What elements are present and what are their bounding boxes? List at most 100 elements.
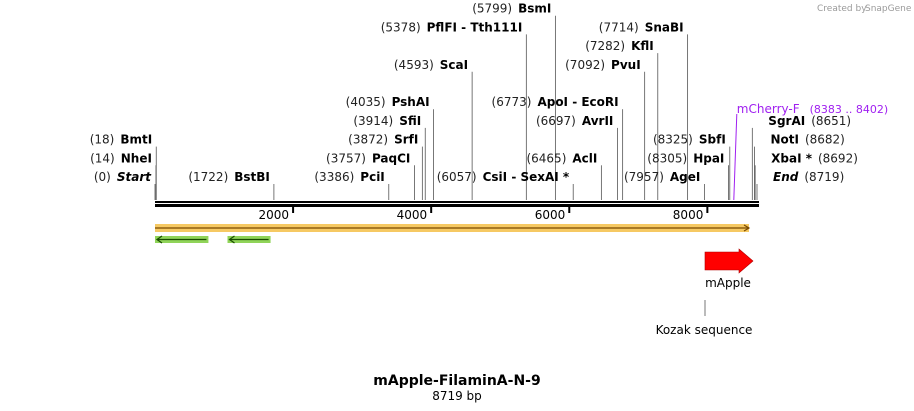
site-avrii[interactable]: AvrII (6697) [536, 114, 613, 128]
feature-label: mApple [705, 276, 751, 290]
credit: Created by SnapGene [817, 4, 912, 14]
site-hpai[interactable]: HpaI (8305) [647, 151, 724, 165]
site-name: AclI [572, 151, 597, 165]
primer-name: mCherry-F [737, 102, 800, 116]
feature-kozak-sequence[interactable]: Kozak sequence [656, 300, 753, 337]
site-position: (8682) [805, 133, 845, 147]
site-position: (6697) [536, 114, 576, 128]
site-lines [154, 15, 758, 200]
primer-line [733, 113, 738, 201]
site-name: AvrII [582, 114, 614, 128]
site-pshai[interactable]: PshAI (4035) [346, 95, 430, 109]
site-position: (6773) [492, 95, 532, 109]
primer-range: (8383 .. 8402) [810, 103, 889, 116]
primer-mcherry-f[interactable]: mCherry-F (8383 .. 8402) [737, 102, 888, 116]
site-name: CsiI - SexAI * [483, 170, 570, 184]
site-xbai-[interactable]: XbaI * (8692) [771, 151, 858, 165]
site-noti[interactable]: NotI (8682) [770, 133, 844, 147]
site-name: PaqCI [372, 151, 410, 165]
map-title: mApple-FilaminA-N-9 [373, 373, 540, 389]
site-name: NotI [770, 133, 799, 147]
site-name: SrfI [394, 133, 418, 147]
site-position: (14) [90, 151, 115, 165]
site-position: (8325) [653, 133, 693, 147]
tick-mark-4000 [430, 207, 433, 213]
orf-layer [155, 224, 751, 244]
feature-mapple[interactable]: mApple [704, 248, 754, 290]
site-pvui[interactable]: PvuI (7092) [565, 58, 641, 72]
tick-label-6000: 6000 [535, 208, 566, 222]
site-bmti[interactable]: BmtI (18) [90, 133, 152, 147]
site-scai[interactable]: ScaI (4593) [394, 58, 468, 72]
tick-label-2000: 2000 [259, 208, 290, 222]
site-paqci[interactable]: PaqCI (3757) [326, 151, 410, 165]
map-subtitle: 8719 bp [432, 389, 482, 403]
ticks: 2000 4000 6000 8000 [259, 207, 709, 222]
site-position: (5799) [472, 2, 512, 16]
orf-forward-arrowhead [743, 224, 751, 232]
site-labels: Start (0) NheI (14) BmtI (18) BstBI (1722) PciI (… [90, 2, 858, 184]
site-pflfi-tth111i[interactable]: PflFI - Tth111I (5378) [381, 20, 523, 34]
site-csii-sexai-[interactable]: CsiI - SexAI * (6057) [437, 170, 570, 184]
site-kfli[interactable]: KflI (7282) [585, 39, 654, 53]
site-position: (8305) [647, 151, 687, 165]
site-agei[interactable]: AgeI (7957) [624, 170, 700, 184]
site-position: (8651) [811, 114, 851, 128]
site-position: (18) [90, 133, 115, 147]
site-apoi-ecori[interactable]: ApoI - EcoRI (6773) [492, 95, 619, 109]
site-name: BstBI [234, 170, 270, 184]
site-name: PciI [360, 170, 385, 184]
site-pcii[interactable]: PciI (3386) [314, 170, 384, 184]
orf-reverse-arrowhead-1 [228, 235, 235, 244]
site-name: SgrAI [768, 114, 805, 128]
feature-label: Kozak sequence [656, 323, 753, 337]
site-position: (0) [94, 170, 111, 184]
tick-label-4000: 4000 [397, 208, 428, 222]
site-position: (4035) [346, 95, 386, 109]
site-position: (7714) [599, 20, 639, 34]
site-position: (1722) [188, 170, 228, 184]
site-acli[interactable]: AclI (6465) [526, 151, 597, 165]
site-start[interactable]: Start (0) [94, 170, 152, 184]
site-name: NheI [121, 151, 152, 165]
site-sgrai[interactable]: SgrAI (8651) [768, 114, 851, 128]
site-position: (3386) [314, 170, 354, 184]
credit-text: Created by [817, 4, 867, 14]
site-position: (7092) [565, 58, 605, 72]
feature-layer: mApple Kozak sequence [656, 248, 754, 337]
site-name: SbfI [699, 133, 726, 147]
tick-label-8000: 8000 [673, 208, 704, 222]
site-nhei[interactable]: NheI (14) [90, 151, 152, 165]
site-name: PflFI - Tth111I [427, 20, 523, 34]
site-name: ScaI [440, 58, 468, 72]
site-name: SnaBI [645, 20, 684, 34]
site-bsmi[interactable]: BsmI (5799) [472, 2, 551, 16]
site-sfii[interactable]: SfiI (3914) [353, 114, 421, 128]
site-name: ApoI - EcoRI [537, 95, 618, 109]
site-snabi[interactable]: SnaBI (7714) [599, 20, 684, 34]
site-bstbi[interactable]: BstBI (1722) [188, 170, 270, 184]
site-name: End [773, 170, 799, 184]
site-position: (3757) [326, 151, 366, 165]
site-name: SfiI [399, 114, 421, 128]
backbone-top-line [155, 201, 759, 203]
tick-mark-2000 [292, 207, 295, 213]
site-srfi[interactable]: SrfI (3872) [348, 133, 418, 147]
site-position: (7282) [585, 39, 625, 53]
site-name: BsmI [518, 2, 551, 16]
site-position: (3872) [348, 133, 388, 147]
site-position: (8719) [804, 170, 844, 184]
primer-layer: mCherry-F (8383 .. 8402) [733, 102, 888, 201]
site-sbfi[interactable]: SbfI (8325) [653, 133, 726, 147]
site-name: AgeI [670, 170, 700, 184]
site-name: XbaI * [771, 151, 813, 165]
site-position: (3914) [353, 114, 393, 128]
site-position: (6465) [526, 151, 566, 165]
site-name: KflI [631, 39, 654, 53]
site-end[interactable]: End (8719) [773, 170, 844, 184]
backbone-bottom-line [155, 204, 759, 207]
site-name: PvuI [611, 58, 641, 72]
orf-reverse-arrowhead-0 [155, 235, 163, 244]
site-name: Start [117, 170, 152, 184]
